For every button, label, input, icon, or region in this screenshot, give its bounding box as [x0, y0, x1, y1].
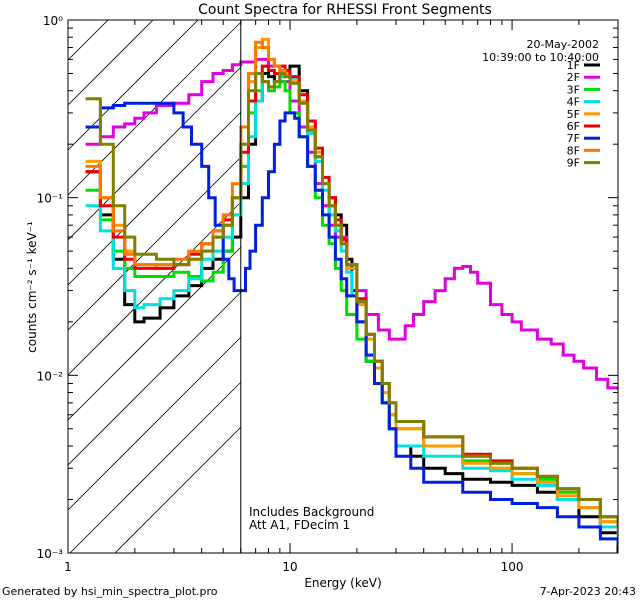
- series-group: [85, 37, 618, 553]
- legend-label: 4F: [567, 96, 580, 109]
- legend-label: 3F: [567, 83, 580, 96]
- legend-label: 8F: [567, 144, 580, 157]
- legend-label: 6F: [567, 120, 580, 133]
- series-line-3F: [85, 80, 618, 527]
- annotation-attenuator: Att A1, FDecim 1: [249, 518, 350, 532]
- hatched-region: [68, 20, 242, 553]
- y-tick-label: 10⁻¹: [37, 192, 64, 206]
- legend-label: 7F: [567, 132, 580, 145]
- y-tick-label: 10⁻²: [37, 369, 64, 383]
- hatch-line: [68, 291, 242, 466]
- axis-ticks: [67, 19, 619, 554]
- hatch-line: [68, 156, 242, 331]
- annotation-background: Includes Background: [249, 505, 374, 519]
- legend-label: 5F: [567, 108, 580, 121]
- footer-generated-by: Generated by hsi_min_spectra_plot.pro: [2, 585, 218, 598]
- x-axis-label: Energy (keV): [304, 576, 381, 590]
- hatch-line: [68, 201, 242, 376]
- hatch-line: [68, 20, 109, 61]
- legend-label: 9F: [567, 157, 580, 170]
- hatch-line: [68, 336, 242, 511]
- hatch-line: [68, 21, 242, 196]
- hatch-line: [68, 20, 199, 151]
- hatch-line: [114, 426, 242, 553]
- series-line-7F: [85, 101, 618, 546]
- legend-label: 1F: [567, 59, 580, 72]
- hatch-line: [68, 66, 242, 241]
- footer-timestamp: 7-Apr-2023 20:43: [540, 585, 636, 598]
- time-range-label: 10:39:00 to 10:40:00: [482, 51, 599, 64]
- series-line-9F: [85, 72, 618, 527]
- plot-frame: [67, 19, 619, 554]
- hatch-line: [68, 111, 242, 286]
- series-line-2F: [85, 57, 618, 390]
- y-tick-label: 10⁻³: [37, 547, 64, 561]
- x-tick-label: 100: [501, 560, 524, 574]
- hatch-line: [69, 381, 242, 553]
- y-tick-label: 10⁰: [43, 14, 63, 28]
- x-tick-label: 1: [64, 560, 72, 574]
- hatch-line: [68, 20, 154, 106]
- date-label: 20-May-2002: [527, 38, 599, 51]
- legend-label: 2F: [567, 71, 580, 84]
- x-tick-label: 10: [282, 560, 297, 574]
- y-axis-label: counts cm⁻² s⁻¹ keV⁻¹: [25, 221, 39, 353]
- chart-title: Count Spectra for RHESSI Front Segments: [198, 2, 492, 18]
